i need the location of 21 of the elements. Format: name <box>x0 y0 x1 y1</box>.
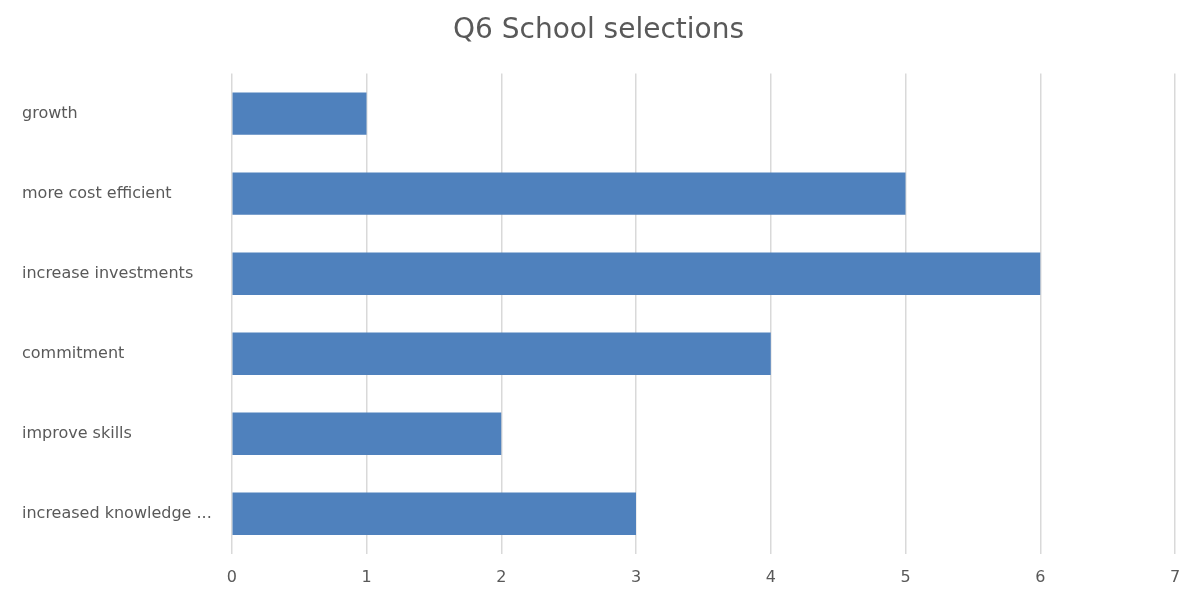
y-tick-label: growth <box>22 102 78 122</box>
y-tick-label: increase investments <box>22 262 194 282</box>
bar <box>232 412 502 455</box>
bar <box>232 332 771 375</box>
x-tick-label: 0 <box>226 566 237 586</box>
x-tick-label: 3 <box>630 566 642 586</box>
x-tick-label: 4 <box>765 566 776 586</box>
chart-title: Q6 School selections <box>452 12 745 46</box>
bar <box>232 92 367 135</box>
x-tick-label: 5 <box>900 566 911 586</box>
x-tick-label: 1 <box>361 566 372 586</box>
y-tick-label: increased knowledge ... <box>22 502 212 522</box>
y-tick-label: improve skills <box>22 422 132 442</box>
bar <box>232 252 1041 295</box>
x-tick-label: 7 <box>1169 566 1181 586</box>
y-tick-label: more cost efficient <box>22 182 172 202</box>
bar <box>232 172 906 215</box>
x-tick-label: 2 <box>496 566 507 586</box>
x-tick-label: 6 <box>1035 566 1046 586</box>
y-tick-label: commitment <box>22 342 125 362</box>
bar <box>232 492 636 535</box>
